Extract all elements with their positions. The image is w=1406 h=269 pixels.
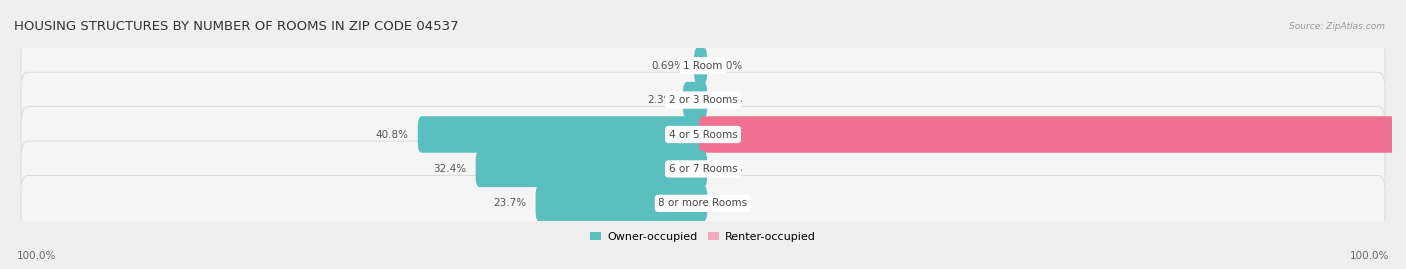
Text: 8 or more Rooms: 8 or more Rooms bbox=[658, 198, 748, 208]
Text: 23.7%: 23.7% bbox=[494, 198, 526, 208]
Text: 0.0%: 0.0% bbox=[717, 95, 742, 105]
FancyBboxPatch shape bbox=[21, 72, 1385, 128]
FancyBboxPatch shape bbox=[418, 116, 707, 153]
Text: 0.0%: 0.0% bbox=[717, 198, 742, 208]
FancyBboxPatch shape bbox=[536, 185, 707, 222]
FancyBboxPatch shape bbox=[21, 175, 1385, 231]
Text: 4 or 5 Rooms: 4 or 5 Rooms bbox=[669, 129, 737, 140]
Text: 100.0%: 100.0% bbox=[17, 251, 56, 261]
FancyBboxPatch shape bbox=[21, 38, 1385, 94]
Text: 0.0%: 0.0% bbox=[717, 164, 742, 174]
Text: 0.0%: 0.0% bbox=[717, 61, 742, 71]
Legend: Owner-occupied, Renter-occupied: Owner-occupied, Renter-occupied bbox=[586, 227, 820, 246]
Text: HOUSING STRUCTURES BY NUMBER OF ROOMS IN ZIP CODE 04537: HOUSING STRUCTURES BY NUMBER OF ROOMS IN… bbox=[14, 20, 458, 33]
Text: 100.0%: 100.0% bbox=[1350, 251, 1389, 261]
Text: Source: ZipAtlas.com: Source: ZipAtlas.com bbox=[1289, 22, 1385, 30]
Text: 32.4%: 32.4% bbox=[433, 164, 465, 174]
Text: 6 or 7 Rooms: 6 or 7 Rooms bbox=[669, 164, 737, 174]
FancyBboxPatch shape bbox=[695, 47, 707, 84]
Text: 0.69%: 0.69% bbox=[651, 61, 685, 71]
FancyBboxPatch shape bbox=[475, 151, 707, 187]
FancyBboxPatch shape bbox=[683, 82, 707, 118]
Text: 2 or 3 Rooms: 2 or 3 Rooms bbox=[669, 95, 737, 105]
FancyBboxPatch shape bbox=[21, 107, 1385, 162]
FancyBboxPatch shape bbox=[699, 116, 1396, 153]
Text: 40.8%: 40.8% bbox=[375, 129, 408, 140]
FancyBboxPatch shape bbox=[21, 141, 1385, 197]
Text: 2.3%: 2.3% bbox=[647, 95, 673, 105]
Text: 1 Room: 1 Room bbox=[683, 61, 723, 71]
